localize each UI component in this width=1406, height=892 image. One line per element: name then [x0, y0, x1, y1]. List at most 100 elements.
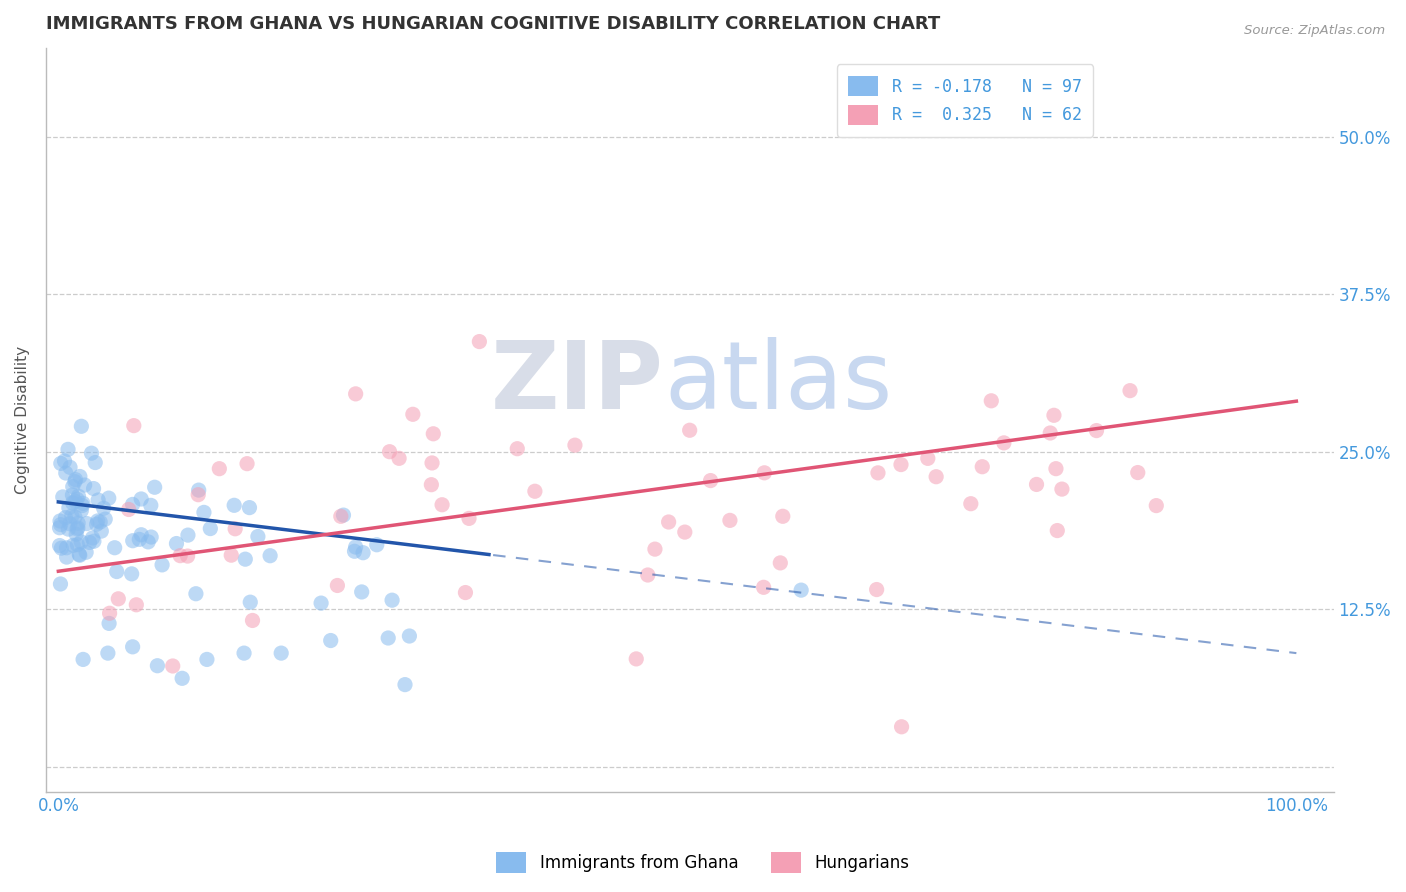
Point [172, 671, 194, 685]
Point [121, 566, 143, 581]
Point [208, 461, 231, 475]
Point [673, 525, 696, 540]
Point [58, 522, 80, 536]
Point [1043, 409, 1066, 423]
Point [259, 549, 281, 563]
Point [658, 515, 681, 529]
Point [430, 498, 453, 512]
Point [925, 469, 948, 483]
Point [270, 646, 292, 660]
Point [1025, 477, 1047, 491]
Point [52, 490, 75, 504]
Point [564, 438, 586, 452]
Point [122, 418, 145, 433]
Point [118, 502, 141, 516]
Point [73, 478, 96, 492]
Point [65, 527, 87, 541]
Point [236, 457, 259, 471]
Point [67, 516, 90, 531]
Point [1144, 499, 1167, 513]
Point [866, 466, 889, 480]
Point [121, 640, 143, 654]
Point [55, 466, 77, 480]
Point [343, 544, 366, 558]
Point [166, 536, 188, 550]
Point [98, 616, 121, 631]
Point [93, 501, 115, 516]
Point [890, 720, 912, 734]
Point [193, 505, 215, 519]
Point [62, 496, 84, 510]
Point [141, 530, 163, 544]
Point [48, 521, 70, 535]
Point [90, 524, 112, 538]
Point [70, 503, 93, 517]
Point [169, 549, 191, 563]
Point [136, 534, 159, 549]
Point [242, 614, 264, 628]
Point [49, 517, 72, 532]
Point [104, 541, 127, 555]
Y-axis label: Cognitive Disability: Cognitive Disability [15, 346, 30, 494]
Point [139, 499, 162, 513]
Point [402, 407, 425, 421]
Point [60, 508, 83, 523]
Point [84, 456, 107, 470]
Point [329, 509, 352, 524]
Point [350, 585, 373, 599]
Point [83, 482, 105, 496]
Point [377, 631, 399, 645]
Point [48, 539, 70, 553]
Point [352, 546, 374, 560]
Point [344, 540, 367, 554]
Point [959, 497, 981, 511]
Point [55, 541, 77, 555]
Point [63, 510, 86, 524]
Point [69, 548, 91, 562]
Point [59, 460, 82, 475]
Point [72, 652, 94, 666]
Point [972, 459, 994, 474]
Point [177, 528, 200, 542]
Point [394, 678, 416, 692]
Point [66, 521, 89, 535]
Point [89, 515, 111, 529]
Point [65, 494, 87, 508]
Point [752, 580, 775, 594]
Point [195, 652, 218, 666]
Point [150, 558, 173, 572]
Point [49, 577, 72, 591]
Point [637, 568, 659, 582]
Point [772, 509, 794, 524]
Point [468, 334, 491, 349]
Point [65, 473, 87, 487]
Point [1045, 461, 1067, 475]
Point [239, 595, 262, 609]
Point [49, 457, 72, 471]
Point [69, 469, 91, 483]
Point [94, 512, 117, 526]
Point [79, 535, 101, 549]
Point [319, 633, 342, 648]
Point [626, 652, 648, 666]
Point [1126, 466, 1149, 480]
Point [66, 538, 89, 552]
Point [1085, 424, 1108, 438]
Point [366, 538, 388, 552]
Point [75, 545, 97, 559]
Point [67, 548, 90, 562]
Point [162, 659, 184, 673]
Point [51, 541, 73, 556]
Text: atlas: atlas [664, 337, 893, 429]
Point [129, 527, 152, 541]
Point [98, 607, 121, 621]
Point [454, 585, 477, 599]
Point [219, 548, 242, 562]
Point [97, 646, 120, 660]
Point [718, 513, 741, 527]
Point [754, 466, 776, 480]
Point [82, 531, 104, 545]
Point [993, 436, 1015, 450]
Point [420, 456, 443, 470]
Text: ZIP: ZIP [491, 337, 664, 429]
